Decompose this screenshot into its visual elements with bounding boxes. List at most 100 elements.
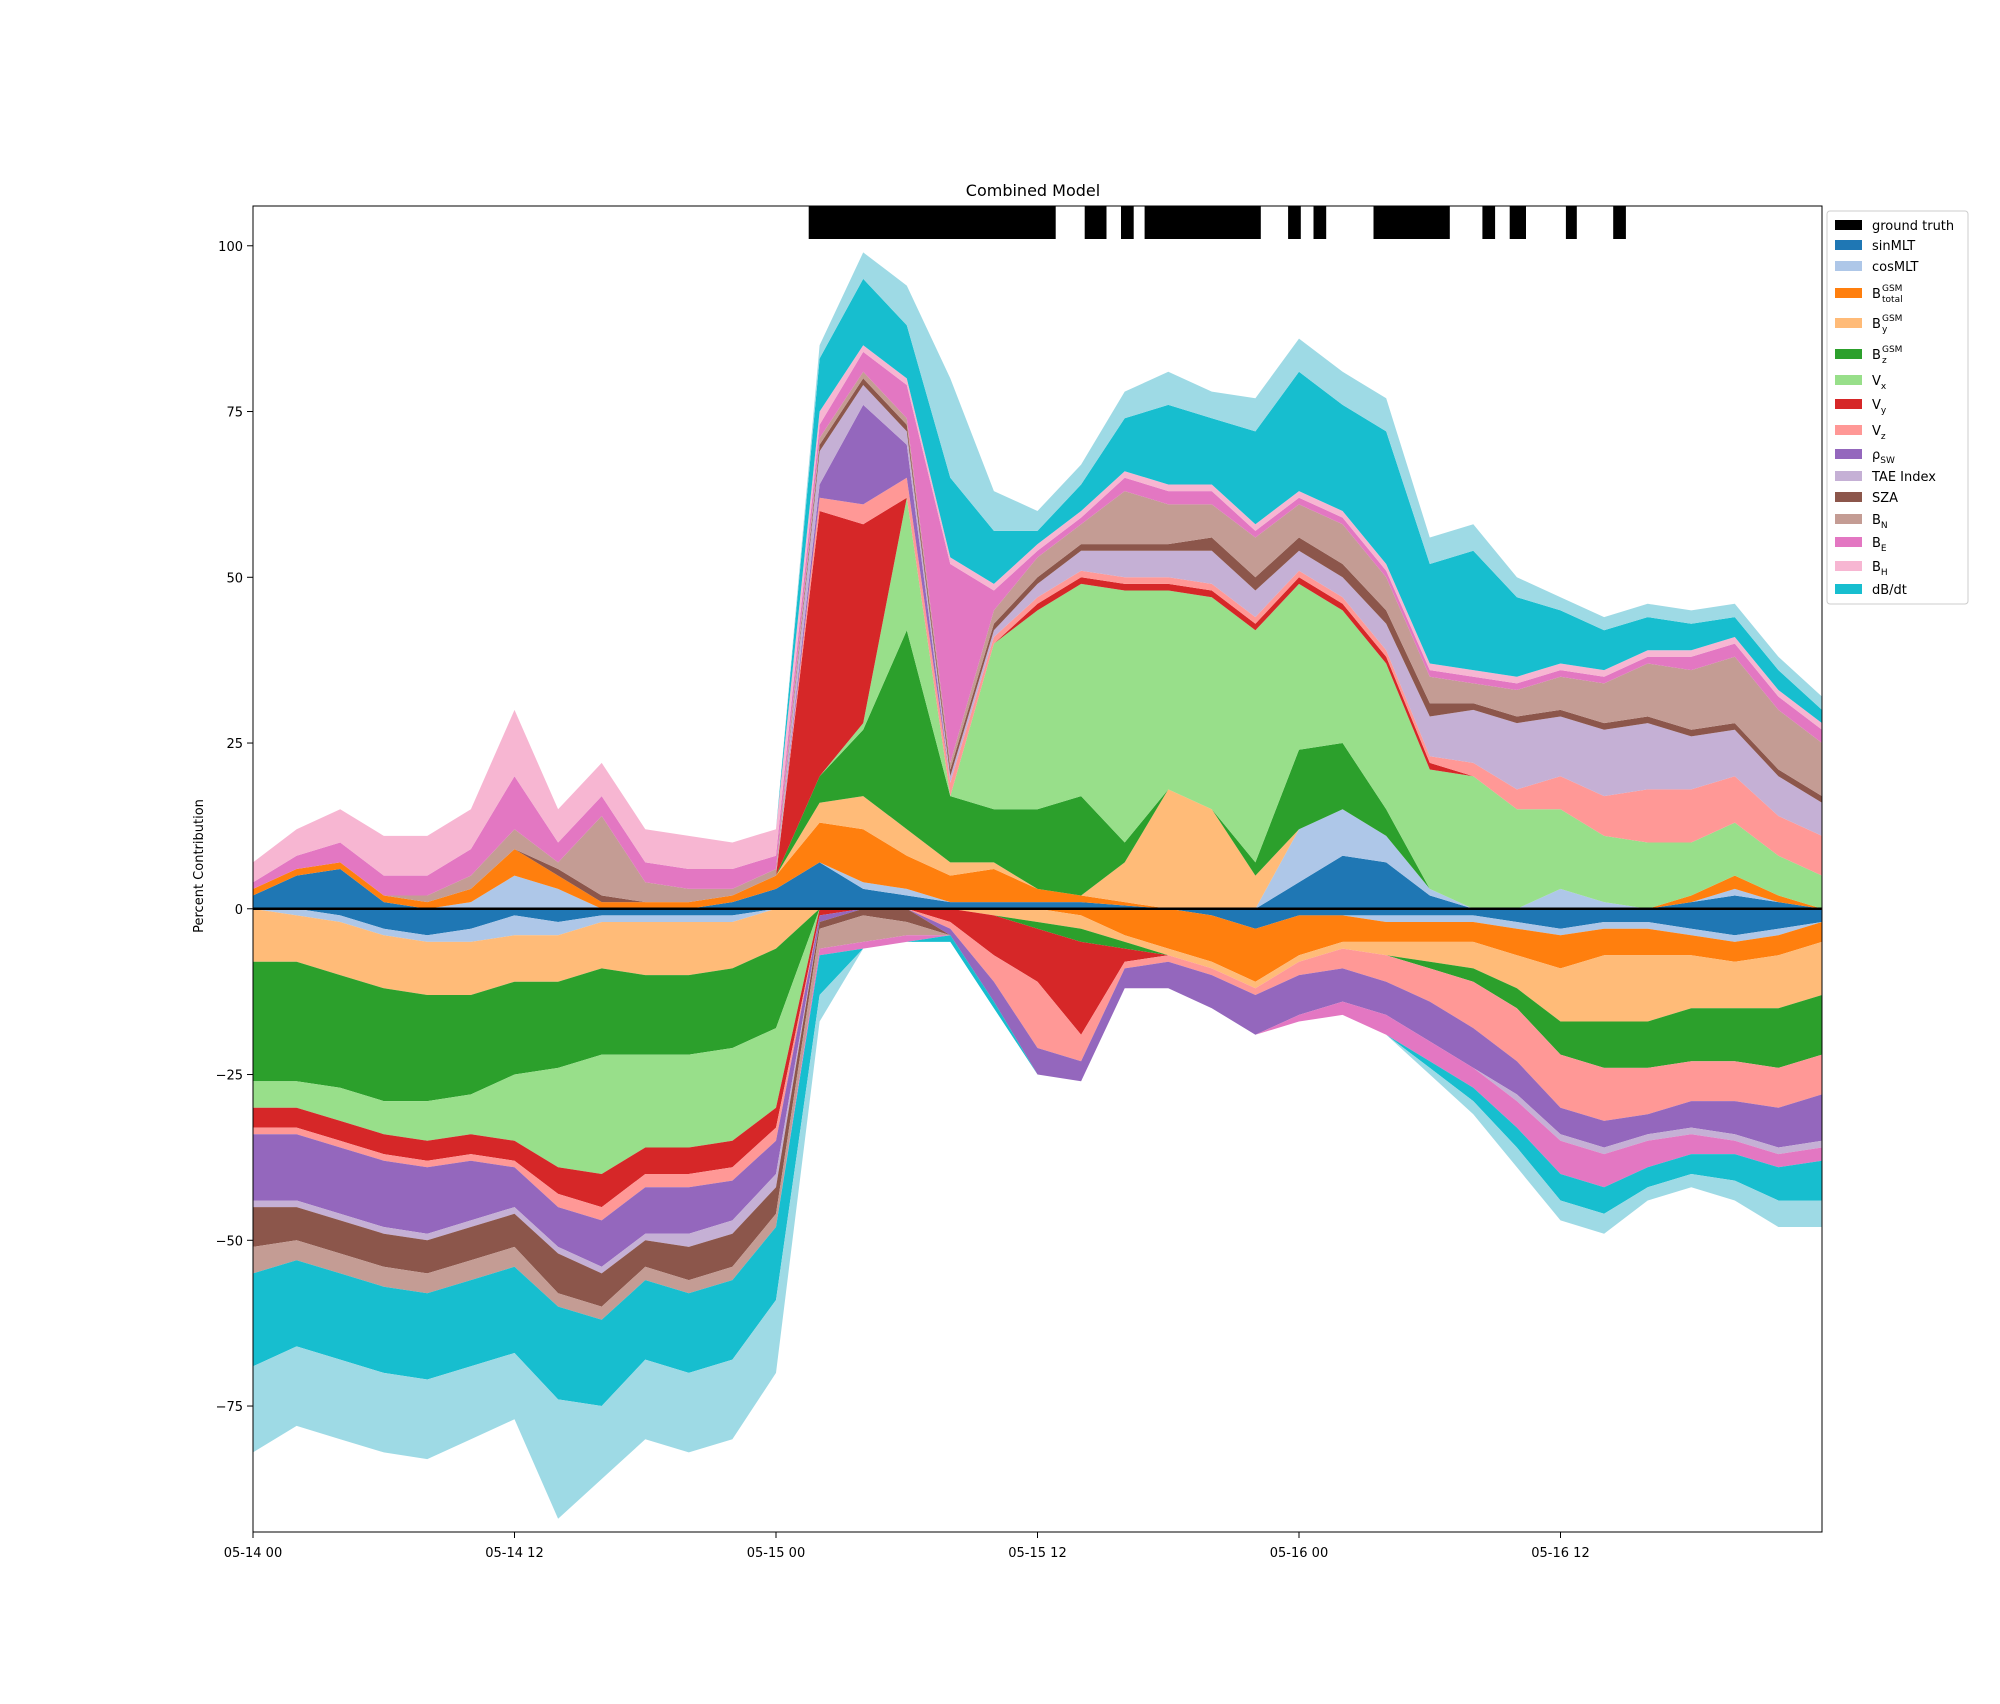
area-sinmlt-neg <box>253 908 1822 936</box>
ground-truth-bar <box>808 206 1056 239</box>
legend-label-sup: GSM <box>1882 284 1902 294</box>
ground-truth-bar <box>1144 206 1261 239</box>
legend-label-base: V <box>1872 424 1881 439</box>
legend-label-base: SZA <box>1872 491 1898 506</box>
legend-swatch <box>1835 399 1862 409</box>
legend-label-sub: SW <box>1880 456 1895 466</box>
area-b-n-neg <box>253 915 1822 1320</box>
legend-swatch <box>1835 492 1862 502</box>
legend-label-sub: N <box>1881 521 1888 531</box>
legend-swatch <box>1835 471 1862 481</box>
area-sza-neg <box>253 908 1822 1307</box>
legend-label-base: B <box>1872 513 1881 528</box>
legend-swatch <box>1835 240 1862 250</box>
legend-label-base: dB/dt <box>1872 583 1907 598</box>
legend-swatch <box>1835 514 1862 524</box>
ground-truth-bar <box>1565 206 1577 239</box>
ground-truth-bar <box>1509 206 1526 239</box>
legend-box <box>1826 210 1969 605</box>
area-v-x-neg <box>253 908 1822 1174</box>
legend-swatch <box>1835 449 1862 459</box>
legend-label-base: cosMLT <box>1872 260 1919 275</box>
area-v-y-neg <box>253 908 1822 1208</box>
legend-label: sinMLT <box>1872 239 1915 254</box>
legend-label-base: B <box>1872 287 1881 302</box>
legend-label: ground truth <box>1872 219 1954 234</box>
legend-swatch <box>1835 375 1862 385</box>
y-tick-label: −50 <box>216 1234 243 1249</box>
y-tick-label: −25 <box>216 1069 243 1084</box>
legend-swatch <box>1835 425 1862 435</box>
area-b-total-gsm-neg <box>253 908 1822 982</box>
ground-truth-bar <box>1313 206 1327 239</box>
legend-label-sub: z <box>1882 356 1887 366</box>
legend-label-base: sinMLT <box>1872 239 1915 254</box>
legend-label: BGSM y <box>1872 314 1902 335</box>
x-tick-label: 05-15 12 <box>1008 1546 1066 1561</box>
area-sinmlt-pos <box>253 855 1822 909</box>
legend-swatch <box>1835 261 1862 271</box>
legend-label-base: B <box>1872 348 1881 363</box>
legend-label-sup: GSM <box>1882 345 1902 355</box>
legend-label: cosMLT <box>1872 260 1919 275</box>
legend-swatch <box>1835 349 1862 359</box>
area-tae-index-neg <box>253 908 1822 1274</box>
legend-label: Vx <box>1872 374 1887 392</box>
legend-label-sub: z <box>1881 432 1886 442</box>
y-tick-label: 25 <box>226 737 243 752</box>
ground-truth-bar <box>1373 206 1450 239</box>
legend-label-base: ground truth <box>1872 219 1954 234</box>
legend-swatch <box>1835 584 1862 594</box>
y-axis-ticks: 100 75 50 25 0 −25 −50 −75 <box>216 240 253 1415</box>
ground-truth-bar <box>1121 206 1134 239</box>
area-db-dt-light-neg <box>253 941 1822 1519</box>
area-b-z-gsm-pos <box>253 630 1822 909</box>
y-tick-label: 50 <box>226 571 243 586</box>
area-cosmlt-neg <box>253 908 1822 942</box>
legend-swatch <box>1835 318 1862 328</box>
legend-label: Vz <box>1872 424 1886 442</box>
y-axis-label: Percent Contribution <box>192 799 207 933</box>
legend-swatch <box>1835 220 1862 230</box>
legend-label: BGSM total <box>1872 284 1903 305</box>
chart-title: Combined Model <box>966 181 1100 200</box>
legend-label-base: B <box>1872 560 1881 575</box>
x-axis-ticks: 05-14 00 05-14 12 05-15 00 05-15 12 05-16 00… <box>224 1532 1590 1561</box>
x-tick-label: 05-15 00 <box>747 1546 805 1561</box>
legend-label: Vy <box>1872 398 1887 416</box>
x-tick-label: 05-16 00 <box>1270 1546 1328 1561</box>
legend-label: BN <box>1872 513 1888 531</box>
ground-truth-bar <box>1613 206 1626 239</box>
legend-label: SZA <box>1872 491 1898 506</box>
ground-truth-bar <box>1084 206 1107 239</box>
legend-label-sub: E <box>1881 544 1887 554</box>
legend-label-base: ρ <box>1872 448 1880 463</box>
x-tick-label: 05-14 12 <box>485 1546 543 1561</box>
area--sw-neg <box>253 908 1822 1267</box>
ground-truth-bars <box>808 206 1626 239</box>
legend-label: ρSW <box>1872 448 1895 466</box>
area-v-x-pos <box>253 497 1822 909</box>
ground-truth-bar <box>1482 206 1496 239</box>
x-tick-label: 05-16 12 <box>1531 1546 1589 1561</box>
legend-label-sub: y <box>1882 325 1888 335</box>
area-db-dt-neg <box>253 935 1822 1406</box>
legend-label: BH <box>1872 560 1888 578</box>
x-tick-label: 05-14 00 <box>224 1546 282 1561</box>
area-b-y-gsm-neg <box>253 908 1822 1022</box>
legend-label-base: B <box>1872 536 1881 551</box>
legend-label: dB/dt <box>1872 583 1907 598</box>
area-v-z-neg <box>253 908 1822 1221</box>
stacked-areas <box>253 252 1822 1519</box>
legend-label-sub: x <box>1881 382 1887 392</box>
legend-swatch <box>1835 537 1862 547</box>
legend-label: TAE Index <box>1871 470 1936 485</box>
legend-label-base: B <box>1872 317 1881 332</box>
y-tick-label: 0 <box>235 903 243 918</box>
legend-swatch <box>1835 561 1862 571</box>
legend-label-sub: total <box>1882 295 1903 305</box>
legend-label-base: TAE Index <box>1871 470 1936 485</box>
legend-label-sub: y <box>1881 406 1887 416</box>
